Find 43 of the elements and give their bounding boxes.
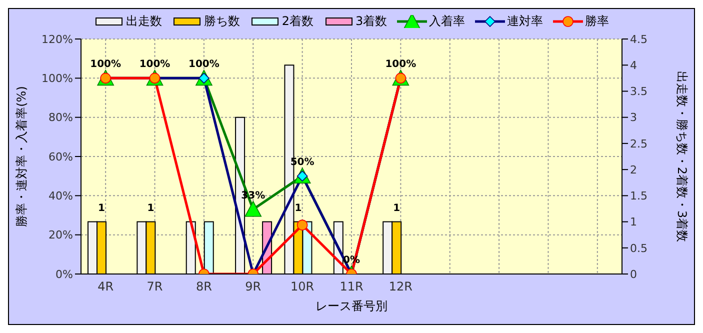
y-tick-label: 40%: [48, 190, 73, 203]
x-tick-label: 8R: [196, 280, 212, 294]
y2-tick-label: 0: [630, 268, 637, 281]
x-tick-label: 11R: [340, 280, 364, 294]
y-tick-label: 60%: [48, 150, 73, 164]
legend-label: 勝ち数: [204, 13, 240, 30]
y-tick-label: 120%: [42, 32, 73, 46]
data-label: 100%: [188, 59, 220, 70]
y-tick-label: 100%: [42, 72, 73, 86]
data-label: 100%: [90, 59, 122, 70]
data-label: 1: [393, 202, 400, 214]
data-label: 1: [294, 202, 302, 214]
y-axis-title: 勝率・連対率・入着率(%): [14, 86, 28, 227]
legend-label: 入着率: [429, 13, 466, 30]
x-tick-label: 4R: [98, 280, 114, 294]
point: [244, 200, 262, 217]
y-tick-label: 0%: [56, 268, 73, 281]
x-tick-label: 10R: [290, 280, 314, 294]
y2-axis-title: 出走数・勝ち数・2着数・3着数: [674, 70, 689, 242]
legend-label: 出走数: [126, 13, 162, 30]
y2-tick-label: 0.5: [630, 242, 648, 255]
y2-tick-label: 1: [630, 216, 637, 229]
data-label: 1: [98, 202, 106, 214]
y2-tick-label: 3.5: [630, 85, 648, 98]
y2-tick-label: 4.5: [630, 32, 648, 46]
data-label: 100%: [139, 59, 170, 70]
y-tick-label: 80%: [48, 111, 73, 124]
y2-tick-label: 2: [630, 163, 637, 176]
legend-label: 3着数: [356, 13, 388, 30]
x-axis-title: レース番号別: [316, 299, 388, 313]
legend-label: 2着数: [282, 13, 314, 30]
x-tick-label: 9R: [245, 280, 262, 294]
y2-tick-label: 1.5: [630, 190, 648, 203]
legend-label: 連対率: [507, 13, 544, 30]
legend-label: 勝率: [585, 13, 610, 30]
y-tick-label: 20%: [48, 228, 73, 242]
data-label: 1: [147, 202, 154, 214]
data-label: 100%: [385, 59, 416, 70]
y2-tick-label: 3: [630, 111, 637, 124]
y2-tick-label: 2.5: [630, 137, 648, 150]
x-tick-label: 12R: [388, 280, 412, 294]
y2-tick-label: 4: [630, 59, 637, 72]
x-tick-label: 7R: [146, 280, 163, 294]
